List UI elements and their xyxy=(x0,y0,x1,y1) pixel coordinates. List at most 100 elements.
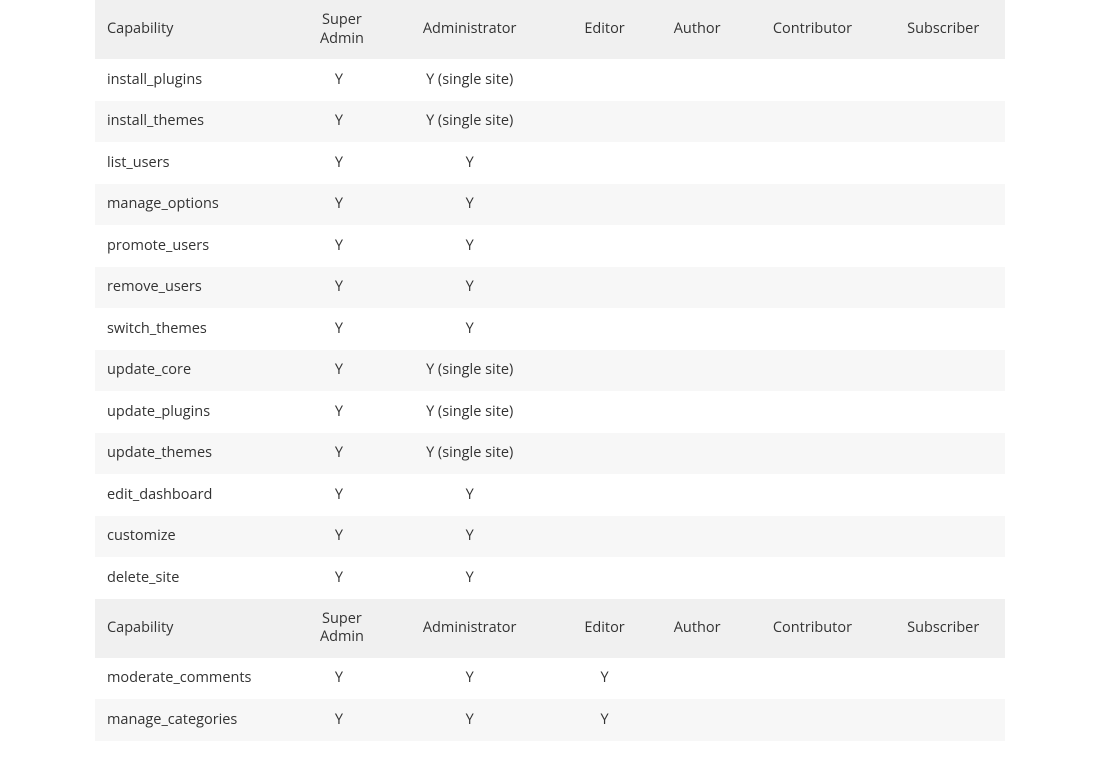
cell-administrator: Y (single site) xyxy=(381,391,558,433)
cell-contributor xyxy=(743,308,881,350)
cell-capability: remove_users xyxy=(95,267,297,309)
cell-editor xyxy=(558,59,651,101)
col-super-admin: Super Admin xyxy=(297,0,381,59)
cell-author xyxy=(651,557,744,599)
cell-super-admin: Y xyxy=(297,557,381,599)
cell-author xyxy=(651,142,744,184)
cell-editor xyxy=(558,308,651,350)
cell-super-admin: Y xyxy=(297,350,381,392)
cell-administrator: Y xyxy=(381,142,558,184)
cell-super-admin: Y xyxy=(297,433,381,475)
cell-editor xyxy=(558,433,651,475)
cell-subscriber xyxy=(881,267,1005,309)
cell-capability: customize xyxy=(95,516,297,558)
cell-subscriber xyxy=(881,391,1005,433)
cell-author xyxy=(651,699,744,741)
col-subscriber: Subscriber xyxy=(881,599,1005,658)
cell-editor xyxy=(558,142,651,184)
cell-super-admin: Y xyxy=(297,391,381,433)
cell-contributor xyxy=(743,658,881,700)
table-row: list_users Y Y xyxy=(95,142,1005,184)
cell-subscriber xyxy=(881,59,1005,101)
table-row: update_plugins Y Y (single site) xyxy=(95,391,1005,433)
cell-subscriber xyxy=(881,433,1005,475)
cell-capability: update_themes xyxy=(95,433,297,475)
cell-author xyxy=(651,433,744,475)
col-contributor: Contributor xyxy=(743,599,881,658)
cell-contributor xyxy=(743,184,881,226)
cell-administrator: Y (single site) xyxy=(381,101,558,143)
cell-contributor xyxy=(743,267,881,309)
cell-super-admin: Y xyxy=(297,101,381,143)
cell-capability: moderate_comments xyxy=(95,658,297,700)
cell-administrator: Y xyxy=(381,658,558,700)
cell-contributor xyxy=(743,59,881,101)
cell-subscriber xyxy=(881,308,1005,350)
cell-capability: manage_categories xyxy=(95,699,297,741)
cell-administrator: Y xyxy=(381,474,558,516)
cell-administrator: Y xyxy=(381,184,558,226)
cell-super-admin: Y xyxy=(297,658,381,700)
col-capability: Capability xyxy=(95,0,297,59)
cell-capability: update_plugins xyxy=(95,391,297,433)
cell-super-admin: Y xyxy=(297,308,381,350)
cell-editor xyxy=(558,267,651,309)
table-row: install_plugins Y Y (single site) xyxy=(95,59,1005,101)
cell-author xyxy=(651,391,744,433)
col-author: Author xyxy=(651,599,744,658)
capabilities-table: Capability Super Admin Administrator Edi… xyxy=(95,0,1005,741)
cell-super-admin: Y xyxy=(297,516,381,558)
cell-subscriber xyxy=(881,101,1005,143)
table-row: manage_categories Y Y Y xyxy=(95,699,1005,741)
cell-super-admin: Y xyxy=(297,225,381,267)
cell-author xyxy=(651,474,744,516)
capabilities-table-wrap: Capability Super Admin Administrator Edi… xyxy=(0,0,1100,741)
cell-super-admin: Y xyxy=(297,59,381,101)
cell-contributor xyxy=(743,474,881,516)
col-administrator: Administrator xyxy=(381,599,558,658)
cell-capability: delete_site xyxy=(95,557,297,599)
cell-editor xyxy=(558,391,651,433)
table-row: moderate_comments Y Y Y xyxy=(95,658,1005,700)
cell-super-admin: Y xyxy=(297,699,381,741)
table-row: delete_site Y Y xyxy=(95,557,1005,599)
cell-capability: list_users xyxy=(95,142,297,184)
cell-author xyxy=(651,658,744,700)
cell-author xyxy=(651,101,744,143)
cell-super-admin: Y xyxy=(297,267,381,309)
cell-administrator: Y xyxy=(381,516,558,558)
col-editor: Editor xyxy=(558,599,651,658)
cell-capability: update_core xyxy=(95,350,297,392)
cell-contributor xyxy=(743,433,881,475)
cell-subscriber xyxy=(881,474,1005,516)
cell-contributor xyxy=(743,101,881,143)
cell-subscriber xyxy=(881,658,1005,700)
cell-administrator: Y xyxy=(381,225,558,267)
cell-subscriber xyxy=(881,350,1005,392)
col-editor: Editor xyxy=(558,0,651,59)
col-subscriber: Subscriber xyxy=(881,0,1005,59)
cell-administrator: Y xyxy=(381,308,558,350)
cell-subscriber xyxy=(881,142,1005,184)
cell-editor xyxy=(558,184,651,226)
cell-capability: install_themes xyxy=(95,101,297,143)
col-contributor: Contributor xyxy=(743,0,881,59)
cell-contributor xyxy=(743,142,881,184)
cell-author xyxy=(651,308,744,350)
col-capability: Capability xyxy=(95,599,297,658)
cell-capability: manage_options xyxy=(95,184,297,226)
cell-editor: Y xyxy=(558,658,651,700)
cell-author xyxy=(651,267,744,309)
table-row: update_themes Y Y (single site) xyxy=(95,433,1005,475)
cell-author xyxy=(651,350,744,392)
cell-contributor xyxy=(743,557,881,599)
col-administrator: Administrator xyxy=(381,0,558,59)
table-row: customize Y Y xyxy=(95,516,1005,558)
col-super-admin: Super Admin xyxy=(297,599,381,658)
table-row: update_core Y Y (single site) xyxy=(95,350,1005,392)
cell-administrator: Y (single site) xyxy=(381,350,558,392)
cell-editor xyxy=(558,557,651,599)
cell-editor xyxy=(558,101,651,143)
cell-editor: Y xyxy=(558,699,651,741)
cell-editor xyxy=(558,516,651,558)
